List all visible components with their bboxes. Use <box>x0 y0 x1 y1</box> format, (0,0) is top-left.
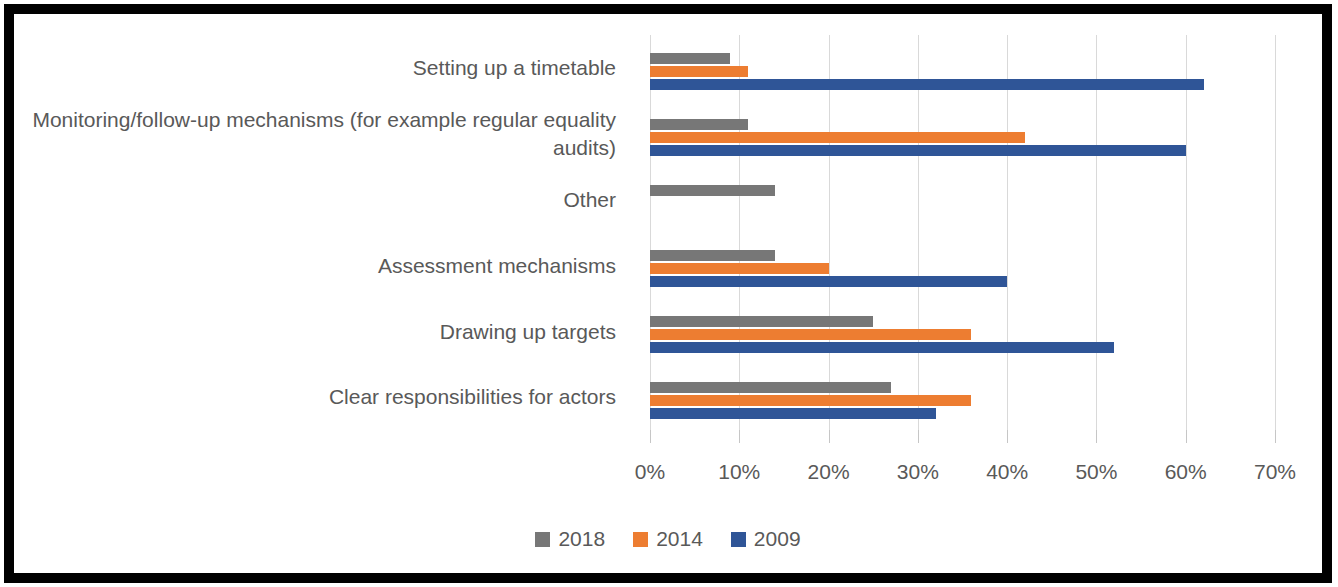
value-axis: 0%10%20%30%40%50%60%70% <box>650 460 1275 488</box>
bar-group <box>650 364 1275 430</box>
bar-2009 <box>650 79 1204 90</box>
plot-area <box>650 35 1275 430</box>
bar-2018 <box>650 382 891 393</box>
x-tick-label: 70% <box>1254 460 1296 484</box>
axis-tick-mark <box>739 430 740 443</box>
axis-tick-mark <box>829 430 830 443</box>
axis-tick-mark <box>918 430 919 443</box>
bar-2018 <box>650 53 730 64</box>
bar-2009 <box>650 342 1114 353</box>
legend-swatch-icon <box>535 532 550 547</box>
legend-item-2009: 2009 <box>731 527 801 551</box>
x-tick-label: 20% <box>808 460 850 484</box>
x-tick-label: 50% <box>1075 460 1117 484</box>
bar-2018 <box>650 316 873 327</box>
gridline <box>1275 35 1276 430</box>
bar-2014 <box>650 263 829 274</box>
bar-group <box>650 298 1275 364</box>
bar-2009 <box>650 145 1186 156</box>
bar-group <box>650 233 1275 299</box>
category-label: Setting up a timetable <box>14 35 616 101</box>
axis-tick-mark <box>1007 430 1008 443</box>
axis-tick-mark <box>1186 430 1187 443</box>
legend-label: 2009 <box>754 527 801 551</box>
legend-label: 2018 <box>558 527 605 551</box>
bar-2014 <box>650 395 971 406</box>
bar-2009 <box>650 408 936 419</box>
category-axis: Setting up a timetableMonitoring/follow-… <box>14 35 616 430</box>
bar-group <box>650 101 1275 167</box>
bar-group <box>650 167 1275 233</box>
bar-2014 <box>650 132 1025 143</box>
bar-2014 <box>650 329 971 340</box>
bar-2018 <box>650 119 748 130</box>
bar-chart: Setting up a timetableMonitoring/follow-… <box>14 14 1322 573</box>
axis-tick-mark <box>1096 430 1097 443</box>
legend: 2018 2014 2009 <box>14 526 1322 552</box>
bar-2018 <box>650 185 775 196</box>
x-tick-label: 10% <box>718 460 760 484</box>
x-tick-label: 0% <box>635 460 665 484</box>
chart-frame: Setting up a timetableMonitoring/follow-… <box>4 4 1332 583</box>
category-label: Other <box>14 167 616 233</box>
legend-swatch-icon <box>633 532 648 547</box>
axis-tick-mark <box>650 430 651 443</box>
bar-2018 <box>650 250 775 261</box>
legend-label: 2014 <box>656 527 703 551</box>
category-label: Drawing up targets <box>14 298 616 364</box>
category-label: Assessment mechanisms <box>14 233 616 299</box>
category-label: Monitoring/follow-up mechanisms (for exa… <box>14 101 616 167</box>
x-tick-label: 40% <box>986 460 1028 484</box>
legend-swatch-icon <box>731 532 746 547</box>
category-label: Clear responsibilities for actors <box>14 364 616 430</box>
bar-group <box>650 35 1275 101</box>
bar-2009 <box>650 276 1007 287</box>
legend-item-2014: 2014 <box>633 527 703 551</box>
x-tick-label: 60% <box>1165 460 1207 484</box>
legend-item-2018: 2018 <box>535 527 605 551</box>
bar-2014 <box>650 66 748 77</box>
axis-tick-mark <box>1275 430 1276 443</box>
x-tick-label: 30% <box>897 460 939 484</box>
